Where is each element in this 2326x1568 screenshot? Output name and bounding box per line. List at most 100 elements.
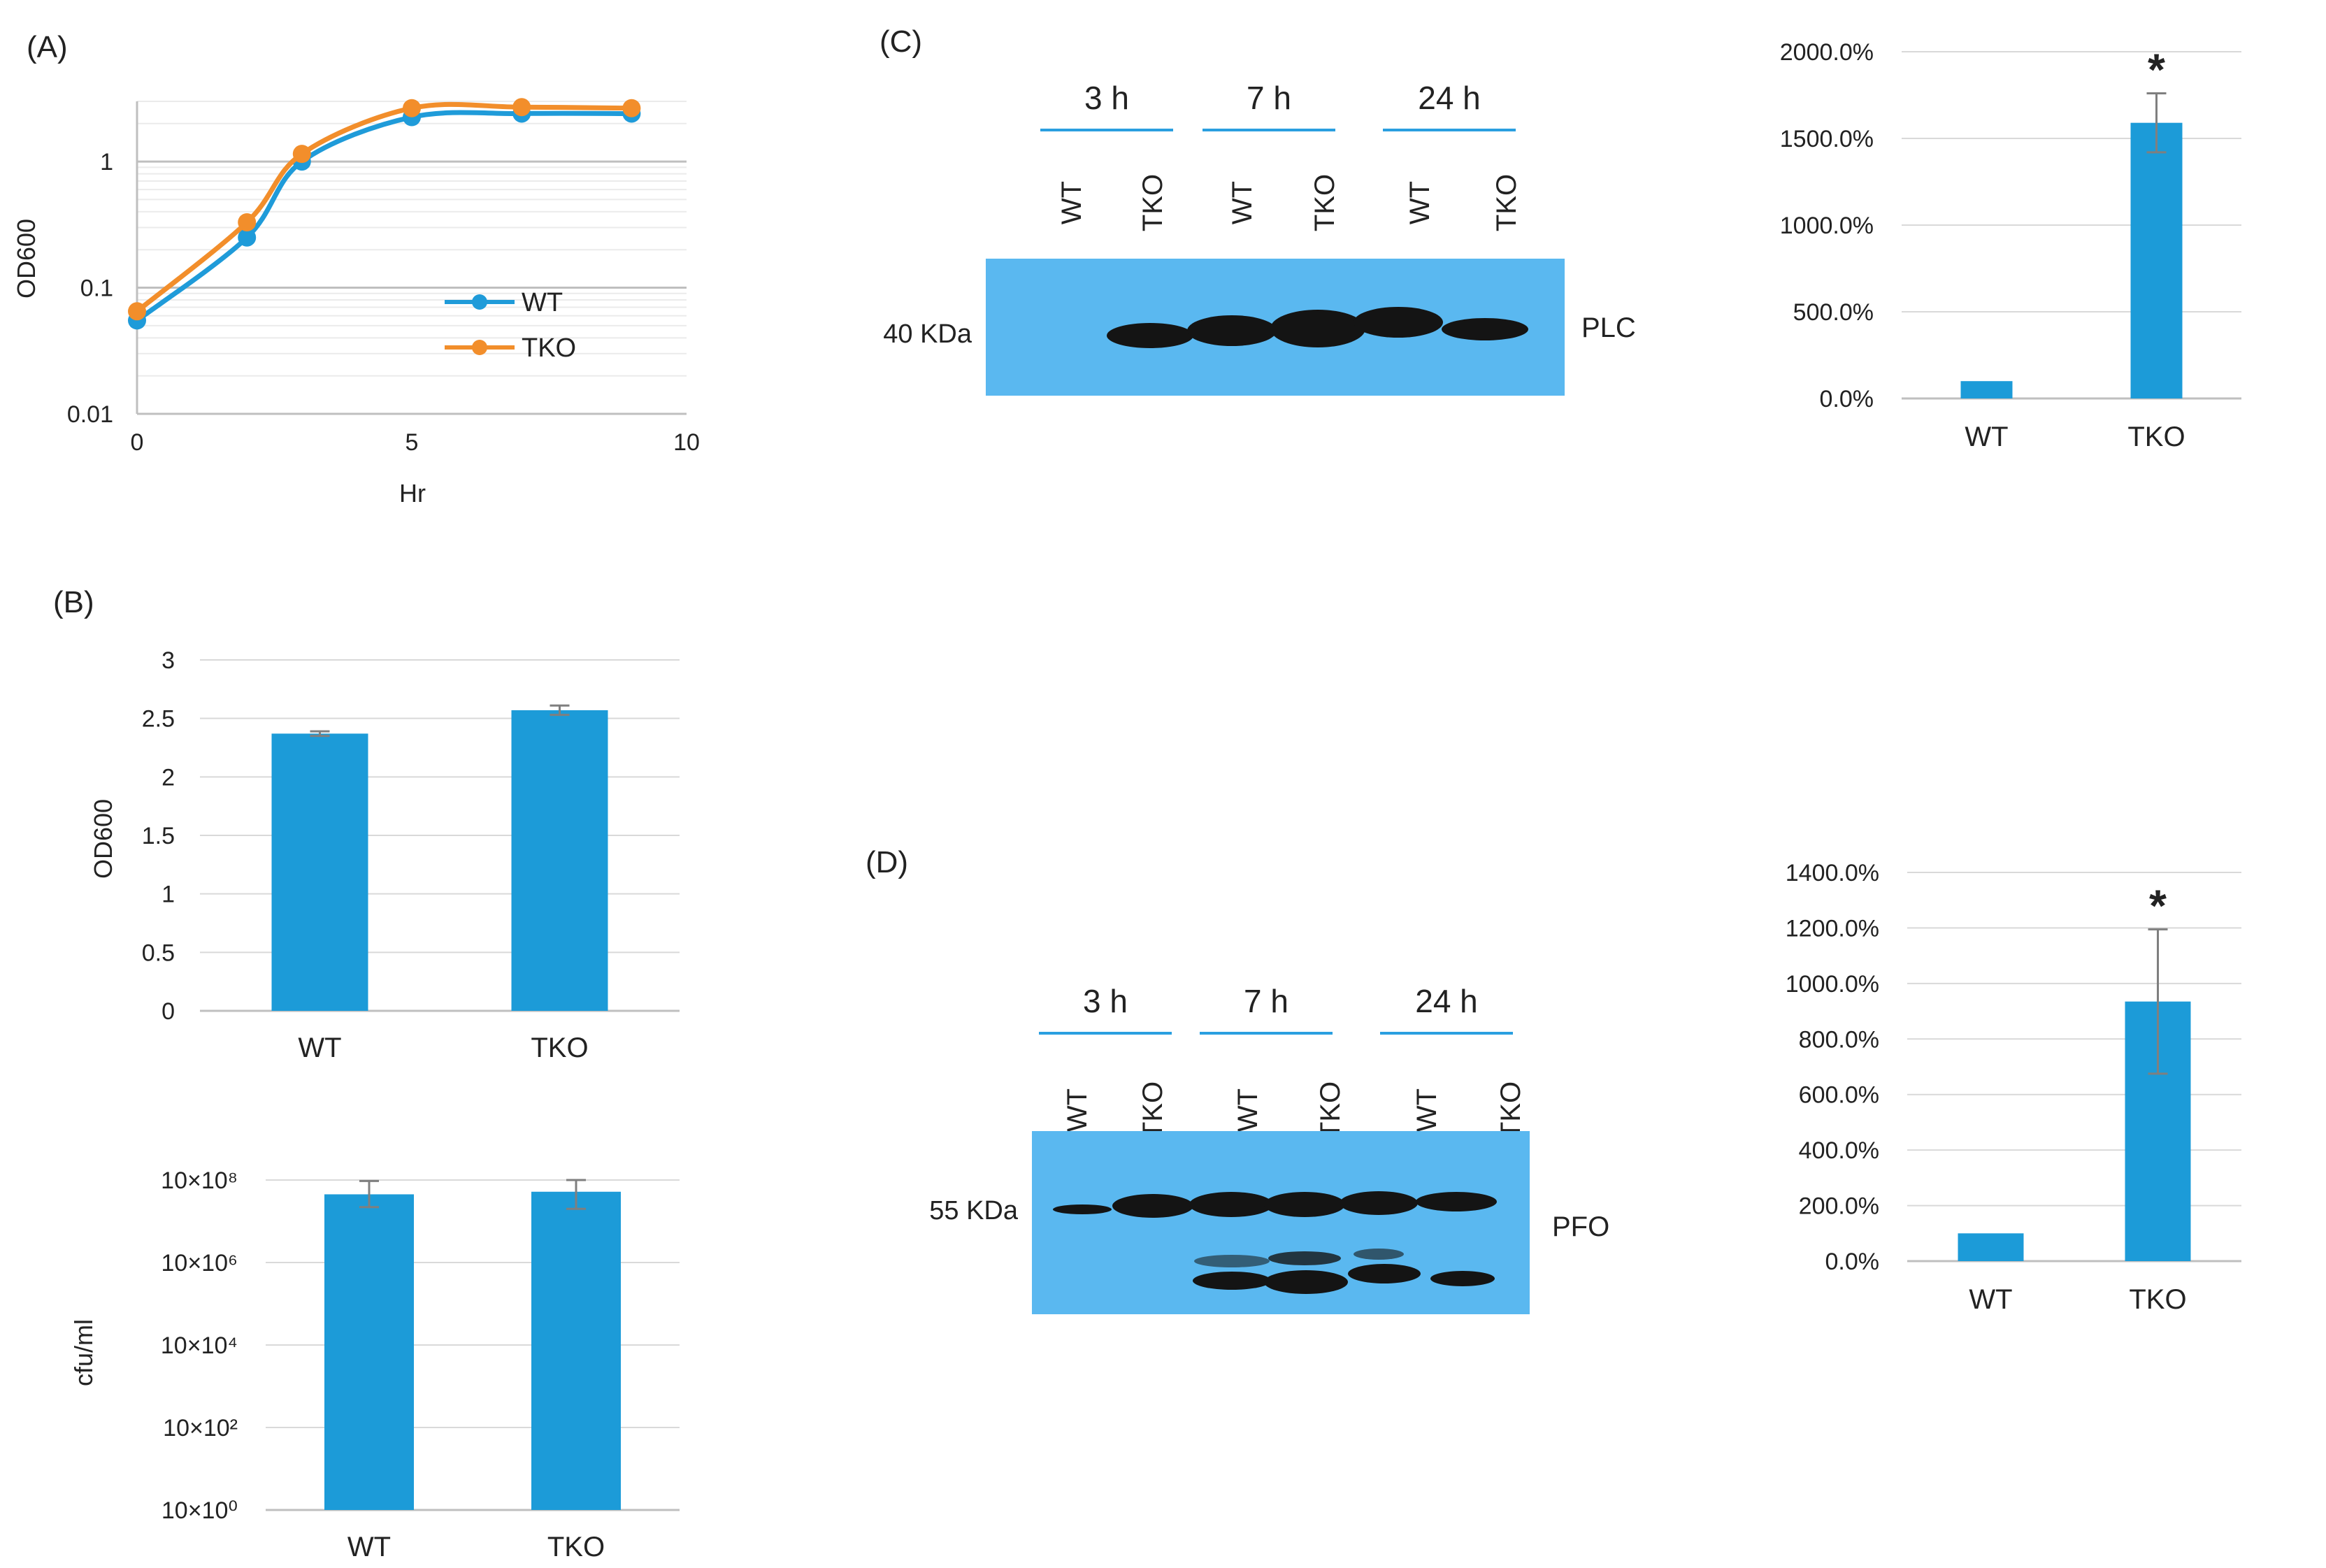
bar-wt: [1958, 1233, 2024, 1261]
lane-label: WT: [1233, 1088, 1263, 1132]
timepoint-label: 24 h: [1415, 983, 1478, 1019]
y-tick-label: 0: [161, 998, 175, 1025]
lane-label: TKO: [1137, 1081, 1168, 1139]
timepoint-label: 3 h: [1084, 80, 1129, 116]
x-category-label: TKO: [2127, 422, 2185, 452]
y-tick-label: 10×10⁸: [161, 1167, 238, 1194]
y-tick-label: 0.5: [142, 940, 175, 966]
lane-label: WT: [1412, 1088, 1442, 1132]
western-blot-plc: 3 h 7 h 24 h WT TKO WT TKO WT TKO 40 KDa PLC: [883, 80, 1636, 396]
protein-band: [1430, 1271, 1495, 1286]
y-tick-label: 1: [161, 882, 175, 908]
bar-tko: [2130, 122, 2183, 398]
y-tick-label: 1.5: [142, 823, 175, 849]
x-tick-label: 0: [131, 429, 144, 456]
y-tick-label: 1400.0%: [1786, 860, 1879, 886]
protein-band: [1187, 315, 1277, 346]
bar-wt: [324, 1194, 414, 1510]
y-tick-label: 1200.0%: [1786, 915, 1879, 942]
y-tick-label: 10×10⁰: [161, 1497, 238, 1524]
timepoint-label: 7 h: [1244, 983, 1288, 1019]
x-tick-label: 5: [405, 429, 419, 456]
protein-band: [1416, 1192, 1497, 1211]
chart-a-xlabel: Hr: [399, 479, 426, 508]
protein-band: [1264, 1270, 1348, 1294]
protein-band: [1193, 1272, 1271, 1290]
x-category-label: TKO: [2129, 1284, 2186, 1315]
chart-b-od600: (B) OD600 0 0.5 1 1.5 2 2.5 3 WT TKO: [53, 585, 680, 1063]
bar-wt: [271, 733, 368, 1011]
chart-a: (A) OD600 Hr 0.010.110 5 10 WT TKO: [12, 30, 700, 508]
protein-band: [1112, 1194, 1193, 1218]
y-tick-label: 3: [161, 647, 175, 674]
chart-a-legend: WT TKO: [445, 288, 576, 363]
y-tick-label: 1: [100, 149, 113, 175]
bar-tko: [511, 710, 608, 1011]
x-category-label: WT: [1965, 422, 2008, 452]
y-tick-label: 10×10²: [163, 1415, 238, 1441]
y-tick-label: 800.0%: [1799, 1026, 1879, 1053]
significance-marker: *: [2149, 880, 2167, 930]
lane-label: WT: [1062, 1088, 1093, 1132]
y-tick-label: 600.0%: [1799, 1082, 1879, 1109]
legend-wt-marker: [472, 294, 487, 310]
y-tick-label: 10×10⁶: [161, 1250, 238, 1276]
protein-band: [1348, 1264, 1421, 1283]
data-point-tko: [622, 99, 641, 117]
lane-label: WT: [1405, 181, 1435, 224]
blot-marker-label: 40 KDa: [883, 319, 972, 349]
protein-band: [1053, 1204, 1112, 1214]
lane-label: TKO: [1491, 174, 1522, 231]
data-point-tko: [128, 302, 146, 321]
legend-tko-label: TKO: [522, 333, 576, 363]
lane-label: TKO: [1315, 1081, 1346, 1139]
y-tick-label: 500.0%: [1793, 299, 1874, 326]
blot-marker-label: 55 KDa: [929, 1196, 1019, 1225]
y-tick-label: 2: [161, 764, 175, 791]
y-tick-label: 0.01: [67, 401, 113, 428]
timepoint-label: 7 h: [1247, 80, 1291, 116]
protein-band: [1264, 1192, 1345, 1217]
lane-label: WT: [1227, 181, 1258, 224]
panel-label-c: (C): [880, 24, 922, 59]
western-blot-pfo: 3 h 7 h 24 h WT TKO WT TKO WT TKO 55 KDa PFO: [929, 983, 1609, 1314]
data-point-tko: [403, 99, 421, 117]
y-tick-label: 1500.0%: [1780, 126, 1874, 152]
panel-label-d: (D): [866, 845, 908, 879]
x-tick-label: 10: [673, 429, 700, 456]
x-category-label: WT: [347, 1532, 391, 1562]
y-tick-label: 400.0%: [1799, 1137, 1879, 1164]
legend-tko-marker: [472, 340, 487, 355]
data-point-tko: [512, 98, 531, 117]
y-tick-label: 1000.0%: [1786, 971, 1879, 998]
chart-d: (D) 0.0% 200.0% 400.0% 600.0% 800.0% 1000.0% 1…: [866, 845, 2241, 1315]
protein-band: [1354, 1249, 1404, 1260]
panel-label-b: (B): [53, 585, 94, 619]
protein-band: [1270, 310, 1365, 347]
protein-band: [1340, 1191, 1418, 1215]
x-category-label: TKO: [547, 1532, 605, 1562]
series-line-tko: [135, 101, 632, 314]
y-tick-label: 2.5: [142, 706, 175, 733]
data-point-wt: [238, 228, 257, 247]
y-tick-label: 200.0%: [1799, 1193, 1879, 1220]
significance-marker: *: [2148, 45, 2165, 95]
lane-label: TKO: [1495, 1081, 1526, 1139]
lane-label: TKO: [1309, 174, 1340, 231]
bar-tko: [531, 1191, 621, 1510]
panel-label-a: (A): [27, 30, 68, 64]
protein-band: [1107, 323, 1193, 348]
x-category-label: TKO: [531, 1033, 588, 1063]
protein-band: [1354, 307, 1443, 338]
chart-a-ylabel: OD600: [12, 219, 41, 299]
timepoint-label: 3 h: [1083, 983, 1128, 1019]
chart-b2-ylabel: cfu/ml: [69, 1319, 98, 1386]
y-tick-label: 2000.0%: [1780, 39, 1874, 66]
blot-protein-label: PFO: [1552, 1211, 1609, 1242]
y-tick-label: 0.0%: [1820, 386, 1874, 412]
lane-label: TKO: [1137, 174, 1168, 231]
y-tick-label: 1000.0%: [1780, 213, 1874, 239]
bar-wt: [1960, 381, 2013, 398]
